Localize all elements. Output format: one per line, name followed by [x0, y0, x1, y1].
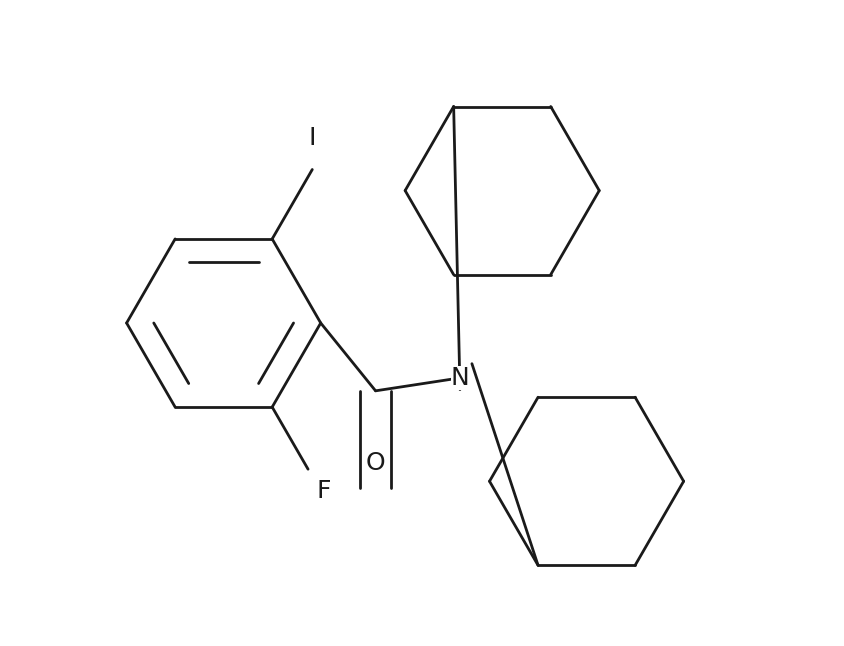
- Text: F: F: [316, 479, 331, 503]
- Text: I: I: [309, 126, 316, 150]
- Text: O: O: [365, 451, 386, 475]
- Text: N: N: [451, 366, 469, 390]
